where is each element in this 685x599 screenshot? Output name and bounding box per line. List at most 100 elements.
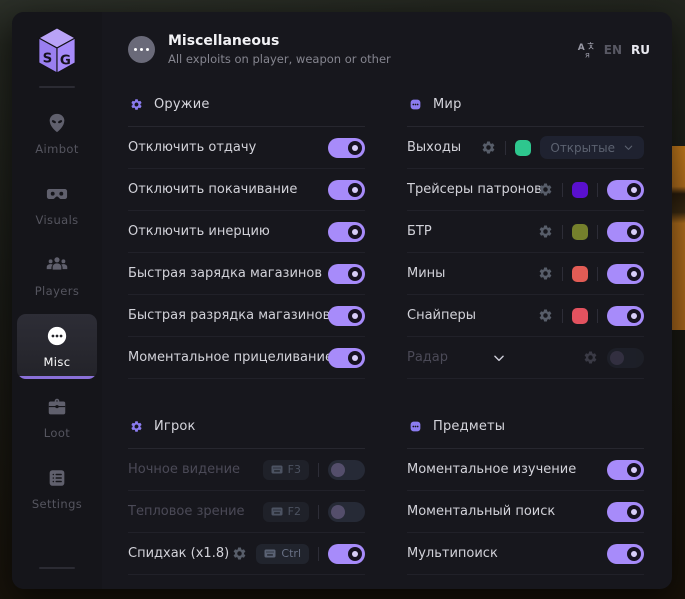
control-divider: [597, 224, 598, 239]
sidebar-item-loot[interactable]: Loot: [17, 385, 97, 450]
section-header: Оружие: [128, 83, 365, 127]
keyboard-icon: [271, 507, 283, 516]
row-controls: [328, 221, 365, 242]
ellipsis-icon: [128, 36, 155, 63]
color-swatch[interactable]: [572, 223, 588, 240]
sidebar-item-label: Loot: [43, 426, 71, 440]
feature-row: Трейсеры патронов: [407, 169, 644, 211]
toggle[interactable]: [607, 459, 644, 480]
feature-label-text: Отключить отдачу: [128, 140, 257, 155]
gear-icon[interactable]: [232, 546, 247, 561]
toggle[interactable]: [607, 263, 644, 284]
toggle[interactable]: [607, 221, 644, 242]
toggle[interactable]: [328, 543, 365, 564]
feature-label-text: Моментальное изучение: [407, 462, 577, 477]
toggle[interactable]: [328, 305, 365, 326]
sidebar-item-misc[interactable]: Misc: [17, 314, 97, 379]
section-3: Предметы Моментальное изучение Моментальны…: [407, 405, 644, 575]
feature-label: Тепловое зрение: [128, 504, 263, 519]
control-divider: [562, 182, 563, 197]
toggle-knob: [331, 504, 345, 519]
row-controls: [607, 459, 644, 480]
feature-row: Мины: [407, 253, 644, 295]
section-title: Игрок: [154, 419, 196, 434]
toggle[interactable]: [607, 543, 644, 564]
section-0: Оружие Отключить отдачу Отключить покачива…: [128, 83, 365, 379]
control-divider: [318, 504, 319, 519]
dropdown-select[interactable]: Открытые: [540, 136, 644, 159]
feature-row: Ночное видение F3: [128, 449, 365, 491]
feature-label-text: Трейсеры патронов: [407, 182, 542, 197]
hotkey-badge[interactable]: F3: [262, 459, 309, 480]
toggle-knob: [348, 266, 362, 281]
control-divider: [597, 266, 598, 281]
hotkey-label: Ctrl: [281, 547, 301, 560]
chevron-down-icon: [623, 142, 634, 153]
sidebar: S G Aimbot Visuals Players Misc Loot Settings: [12, 12, 102, 589]
toggle-knob: [627, 462, 641, 477]
sidebar-divider: [39, 86, 75, 88]
toggle[interactable]: [328, 347, 365, 368]
dots-icon: [409, 420, 422, 433]
row-controls: [328, 263, 365, 284]
column-left: Оружие Отключить отдачу Отключить покачива…: [128, 83, 365, 589]
feature-row: Моментальное прицеливание: [128, 337, 365, 379]
feature-label: Трейсеры патронов: [407, 182, 542, 197]
language-option-ru[interactable]: RU: [631, 42, 650, 57]
color-swatch[interactable]: [515, 139, 532, 156]
toggle[interactable]: [607, 179, 644, 200]
main-panel: Miscellaneous All exploits on player, we…: [102, 12, 672, 589]
feature-row: Тепловое зрение F2: [128, 491, 365, 533]
toggle-knob: [331, 462, 345, 477]
toggle-knob: [348, 308, 362, 323]
gear-icon[interactable]: [538, 182, 553, 197]
toggle[interactable]: [328, 221, 365, 242]
feature-label-text: Моментальное прицеливание: [128, 350, 333, 365]
gear-icon[interactable]: [583, 350, 598, 365]
section-header: Мир: [407, 83, 644, 127]
feature-label: Быстрая зарядка магазинов: [128, 266, 328, 281]
toggle[interactable]: [328, 137, 365, 158]
app-logo: S G: [34, 26, 80, 78]
control-divider: [597, 308, 598, 323]
feature-label-text: Выходы: [407, 140, 462, 155]
sidebar-item-visuals[interactable]: Visuals: [17, 172, 97, 237]
feature-row: Отключить покачивание: [128, 169, 365, 211]
toggle[interactable]: [328, 459, 365, 480]
page-header: Miscellaneous All exploits on player, we…: [102, 12, 672, 79]
chevron-down-icon[interactable]: [492, 351, 506, 365]
color-swatch[interactable]: [572, 181, 588, 198]
color-swatch[interactable]: [572, 307, 588, 324]
sidebar-item-settings[interactable]: Settings: [17, 456, 97, 521]
toggle[interactable]: [328, 179, 365, 200]
feature-label-text: Мины: [407, 266, 446, 281]
toggle[interactable]: [328, 501, 365, 522]
feature-label: Радар: [407, 350, 583, 365]
color-swatch[interactable]: [572, 265, 588, 282]
feature-label: Спидхак (x1.8): [128, 546, 232, 561]
svg-text:S: S: [43, 51, 53, 66]
sidebar-item-aimbot[interactable]: Aimbot: [17, 101, 97, 166]
gear-icon[interactable]: [538, 266, 553, 281]
hotkey-label: F3: [287, 463, 301, 476]
toggle[interactable]: [607, 501, 644, 522]
toggle[interactable]: [607, 305, 644, 326]
gear-icon[interactable]: [538, 308, 553, 323]
feature-row: Моментальное изучение: [407, 449, 644, 491]
row-controls: [607, 543, 644, 564]
gear-icon[interactable]: [538, 224, 553, 239]
hotkey-badge[interactable]: Ctrl: [256, 543, 309, 564]
toggle[interactable]: [607, 347, 644, 368]
toggle-knob: [627, 546, 641, 561]
toggle[interactable]: [328, 263, 365, 284]
row-controls: [538, 179, 644, 200]
sidebar-item-players[interactable]: Players: [17, 243, 97, 308]
feature-label-text: Радар: [407, 350, 449, 365]
language-option-en[interactable]: EN: [603, 42, 623, 57]
sidebar-item-label: Misc: [43, 355, 71, 369]
row-controls: [328, 179, 365, 200]
hotkey-badge[interactable]: F2: [262, 501, 309, 522]
feature-label-text: Быстрая разрядка магазинов: [128, 308, 331, 323]
gear-icon[interactable]: [481, 140, 496, 155]
